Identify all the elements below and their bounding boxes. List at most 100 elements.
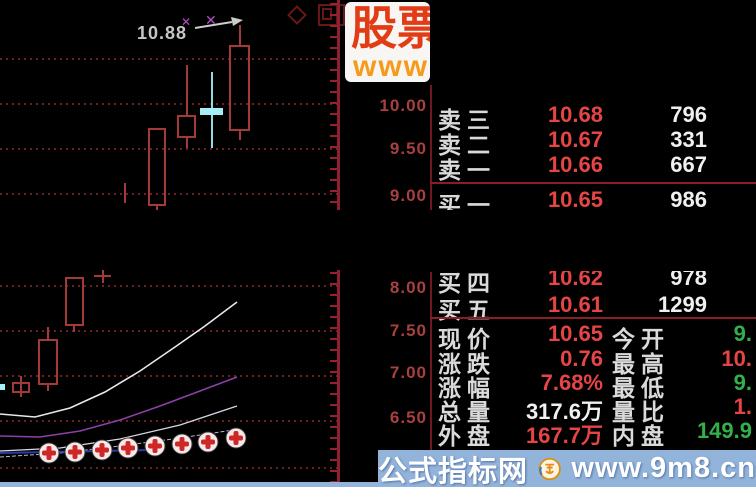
price-annotation: 10.88 xyxy=(137,23,188,43)
order-price: 10.61 xyxy=(547,292,603,317)
axis-ticks xyxy=(330,3,337,210)
ma-line-magenta xyxy=(0,376,238,438)
gridline xyxy=(0,467,337,469)
axis-label: 8.00 xyxy=(389,278,427,297)
axis-label: 7.50 xyxy=(389,321,427,340)
red-cross-coin-icon xyxy=(64,441,86,463)
info-value: 10.65 xyxy=(547,321,603,346)
info-label: 量比 xyxy=(612,399,670,425)
candle-wick xyxy=(73,325,75,332)
info-label: 现价 xyxy=(438,326,496,352)
site-banner[interactable]: 公式指标网 www.9m8.cn xyxy=(378,450,756,487)
ma-lines-and-markers xyxy=(0,301,247,464)
info-row-current-open: 现价 10.65 今开 9. xyxy=(430,320,756,352)
order-book-row-buy1[interactable]: 买一 10.65 986 xyxy=(430,186,756,218)
info-value: 10. xyxy=(721,346,752,371)
info-label: 内盘 xyxy=(612,423,670,449)
quote-panel-border xyxy=(430,272,432,450)
site-url[interactable]: www.9m8.cn xyxy=(571,452,756,484)
info-label: 涨幅 xyxy=(438,375,496,401)
info-value: 9. xyxy=(733,370,752,395)
banner-strip xyxy=(0,482,378,487)
red-cross-coin-icon xyxy=(197,431,219,453)
price-axis-line xyxy=(337,270,340,482)
red-cross-coin-icon xyxy=(38,442,60,464)
info-value: 1. xyxy=(733,394,752,419)
candle-wick xyxy=(186,137,188,148)
ma-line-white-1 xyxy=(0,301,238,418)
order-book-row-sell1[interactable]: 卖一 10.66 667 xyxy=(430,151,756,183)
purple-x-marker-icon: ✕ xyxy=(181,15,192,29)
info-label: 外盘 xyxy=(438,423,496,449)
gridline xyxy=(0,420,337,422)
info-row-pct-low: 涨幅 7.68% 最低 9. xyxy=(430,369,756,401)
red-cross-coin-icon xyxy=(171,433,193,455)
order-book-row-sell2[interactable]: 卖二 10.67 331 xyxy=(430,126,756,158)
gridline xyxy=(0,330,337,332)
purple-x-marker-icon: ✕ xyxy=(205,12,217,28)
axis-label: 7.00 xyxy=(389,363,427,382)
info-label: 今开 xyxy=(612,326,670,352)
watermark-logo[interactable]: 股票 www xyxy=(345,2,430,82)
red-cross-coin-icon xyxy=(144,435,166,457)
red-cross-coin-icon xyxy=(117,437,139,459)
order-level-label: 卖三 xyxy=(438,107,496,133)
candle-wick xyxy=(239,130,241,140)
price-axis-line xyxy=(337,0,340,210)
info-row-volume-ratio: 总量 317.6万 量比 1. xyxy=(430,393,756,425)
axis-ticks xyxy=(330,272,337,482)
candle-wick xyxy=(186,65,188,117)
site-logo-icon xyxy=(538,457,561,480)
site-name: 公式指标网 xyxy=(378,455,529,487)
order-book-row-buy5[interactable]: 买五 10.61 1299 xyxy=(430,291,756,323)
diamond-icon[interactable] xyxy=(287,5,307,25)
order-price: 10.65 xyxy=(547,187,603,212)
info-value: 149.9 xyxy=(696,418,752,443)
candle-doji xyxy=(124,183,126,203)
arrow-icon xyxy=(194,17,243,29)
candle-wick xyxy=(102,270,104,283)
candle-wick xyxy=(156,205,158,210)
order-volume: 331 xyxy=(670,127,707,152)
order-level-label: 卖一 xyxy=(438,157,496,183)
info-value: 9. xyxy=(733,321,752,346)
order-volume: 667 xyxy=(670,152,707,177)
info-label: 总量 xyxy=(438,399,496,425)
info-label: 最高 xyxy=(612,351,670,377)
gridline xyxy=(0,375,337,377)
info-value: 167.7万 xyxy=(525,423,603,448)
order-volume: 986 xyxy=(670,187,707,212)
axis-label: 10.00 xyxy=(379,96,427,115)
info-value: 317.6万 xyxy=(525,399,603,424)
watermark-logo-url: www xyxy=(353,50,430,82)
order-level-label: 卖二 xyxy=(438,132,496,158)
candle xyxy=(229,45,250,131)
cyan-marker xyxy=(0,384,5,390)
red-cross-coin-icon xyxy=(225,427,247,449)
gridline xyxy=(0,103,337,105)
candle xyxy=(148,128,166,206)
candle xyxy=(177,115,196,138)
crosshair-handle[interactable] xyxy=(200,108,223,115)
axis-label: 9.50 xyxy=(389,139,427,158)
order-volume: 1299 xyxy=(658,292,707,317)
bid-ask-separator xyxy=(430,182,756,184)
candle-wick xyxy=(47,327,49,340)
order-price: 10.67 xyxy=(547,127,603,152)
gridline xyxy=(0,58,337,60)
info-label: 涨跌 xyxy=(438,351,496,377)
candle-wick xyxy=(47,384,49,391)
red-cross-coin-icon xyxy=(91,439,113,461)
candle-wick xyxy=(20,376,22,397)
axis-label: 6.50 xyxy=(389,408,427,427)
watermark-logo-text: 股票 xyxy=(351,2,430,54)
axis-label: 9.00 xyxy=(389,186,427,205)
gridline xyxy=(0,148,337,150)
info-row-outer-inner: 外盘 167.7万 内盘 149.9 xyxy=(430,417,756,449)
quote-panel-border xyxy=(430,85,432,210)
order-volume: 796 xyxy=(670,102,707,127)
order-book-row-sell3[interactable]: 卖三 10.68 796 xyxy=(430,101,756,133)
info-row-change-high: 涨跌 0.76 最高 10. xyxy=(430,345,756,377)
gridline xyxy=(0,193,337,195)
